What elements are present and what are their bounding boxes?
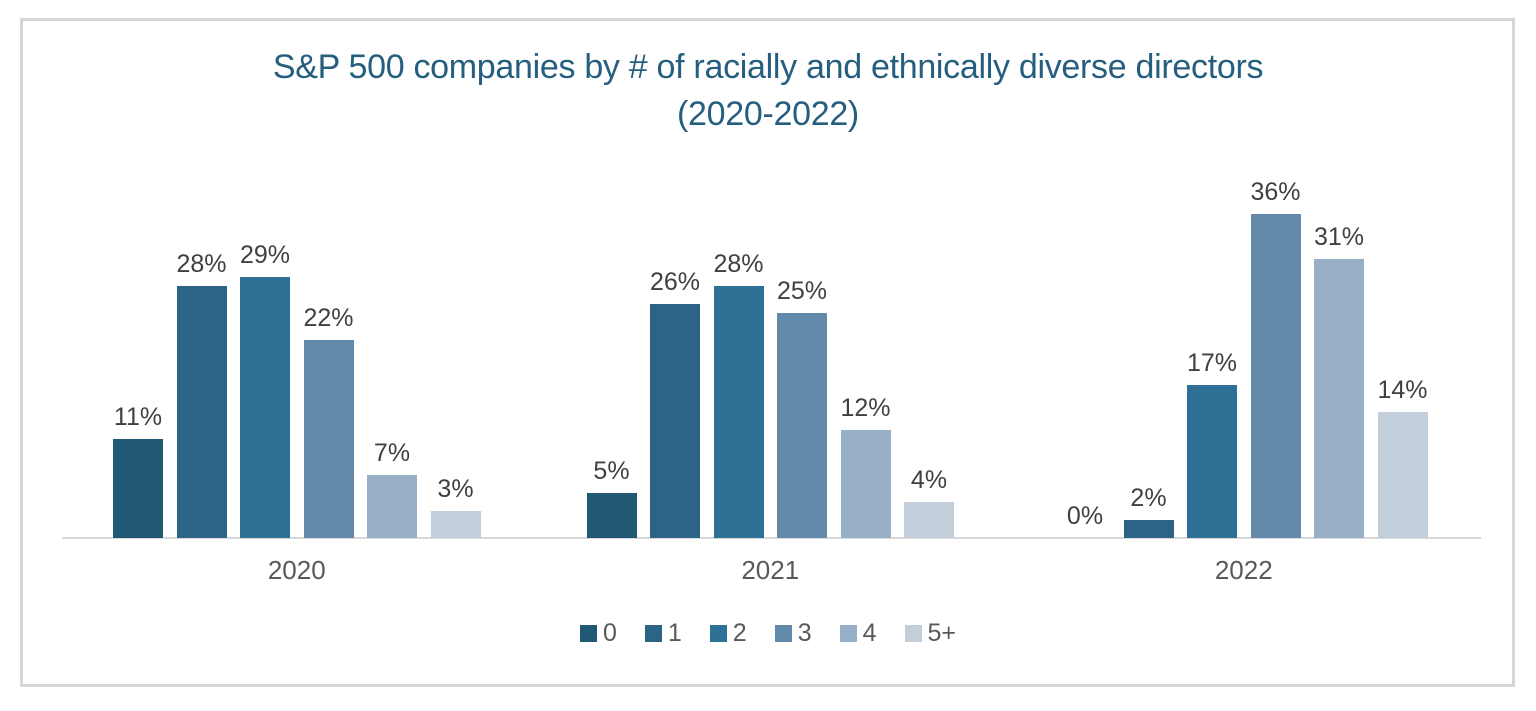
- legend-label-3: 3: [797, 619, 812, 647]
- bar-2022-1: [1123, 520, 1174, 538]
- data-label-2021-1: 26%: [649, 268, 701, 296]
- data-label-2022-0: 0%: [1066, 502, 1104, 530]
- data-label-2020-3: 22%: [303, 304, 354, 332]
- data-label-2022-2: 17%: [1186, 349, 1238, 377]
- data-label-2021-2: 28%: [713, 250, 764, 278]
- data-label-2021-0: 5%: [593, 457, 630, 485]
- legend-swatch-1: [644, 625, 662, 642]
- x-axis-label-2020: 2020: [267, 555, 326, 585]
- chart-title-line2: (2020-2022): [677, 95, 859, 133]
- legend-swatch-4: [839, 625, 857, 642]
- legend-label-1: 1: [667, 619, 682, 647]
- legend-item-5+: 5+: [904, 619, 957, 648]
- data-label-2020-1: 28%: [176, 250, 227, 278]
- data-label-2020-2: 29%: [239, 241, 291, 269]
- legend-swatch-0: [579, 625, 597, 642]
- data-label-2020-5+: 3%: [437, 475, 474, 503]
- data-label-2022-5+: 14%: [1377, 376, 1428, 404]
- bar-2021-0: [586, 493, 637, 538]
- legend-label-4: 4: [862, 619, 877, 647]
- legend-swatch-3: [774, 625, 792, 642]
- data-label-2021-5+: 4%: [910, 466, 948, 494]
- legend-swatch-5+: [904, 625, 922, 642]
- x-axis-line: [62, 537, 1481, 539]
- bar-2020-3: [303, 340, 354, 538]
- bar-2020-4: [367, 475, 417, 538]
- bar-2022-4: [1314, 259, 1364, 538]
- bar-2022-3: [1250, 214, 1301, 538]
- bar-2021-4: [840, 430, 891, 538]
- data-label-2020-4: 7%: [373, 439, 411, 467]
- legend-label-2: 2: [732, 619, 747, 647]
- bar-2021-2: [713, 286, 764, 538]
- bar-2020-1: [176, 286, 227, 538]
- x-axis-label-2022: 2022: [1214, 555, 1273, 585]
- data-label-2020-0: 11%: [113, 403, 163, 431]
- bar-2022-5+: [1377, 412, 1428, 538]
- legend: 0 1 2 3 4 5+: [0, 619, 1536, 648]
- data-label-2022-3: 36%: [1250, 178, 1301, 206]
- chart-title: S&P 500 companies by # of racially and e…: [0, 44, 1536, 138]
- bar-2022-2: [1187, 385, 1237, 538]
- chart-title-line1: S&P 500 companies by # of racially and e…: [272, 48, 1264, 86]
- bar-2021-5+: [904, 502, 954, 538]
- bar-2020-5+: [430, 511, 481, 538]
- data-label-2022-1: 2%: [1130, 484, 1167, 512]
- bar-2021-1: [650, 304, 700, 538]
- legend-item-4: 4: [839, 619, 877, 648]
- legend-swatch-2: [709, 625, 727, 642]
- legend-label-5+: 5+: [927, 619, 957, 647]
- legend-item-3: 3: [774, 619, 812, 648]
- bar-2020-2: [240, 277, 290, 538]
- bar-2021-3: [777, 313, 827, 538]
- x-axis-label-2021: 2021: [741, 555, 800, 585]
- data-label-2022-4: 31%: [1313, 223, 1365, 251]
- bar-2020-0: [113, 439, 163, 538]
- legend-item-0: 0: [579, 619, 617, 648]
- legend-label-0: 0: [602, 619, 617, 647]
- data-label-2021-3: 25%: [776, 277, 828, 305]
- legend-item-1: 1: [644, 619, 682, 648]
- legend-item-2: 2: [709, 619, 747, 648]
- data-label-2021-4: 12%: [840, 394, 891, 422]
